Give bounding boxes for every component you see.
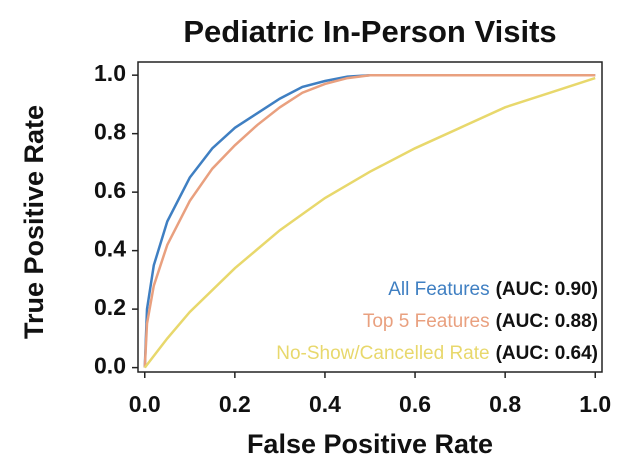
- x-tick-label: 0.8: [489, 391, 521, 417]
- x-tick-label: 0.4: [309, 391, 341, 417]
- roc-curve: [143, 73, 596, 368]
- x-tick-label: 0.2: [219, 391, 251, 417]
- legend-auc: (AUC: 0.88): [496, 311, 598, 332]
- chart-title: Pediatric In-Person Visits: [183, 14, 556, 49]
- x-axis-label: False Positive Rate: [247, 429, 493, 459]
- legend-name: Top 5 Features: [363, 311, 490, 332]
- legend-auc: (AUC: 0.64): [496, 343, 598, 364]
- y-tick-label: 0.0: [94, 353, 126, 379]
- y-axis-label: True Positive Rate: [19, 105, 49, 339]
- roc-curve: [143, 76, 596, 369]
- y-tick-label: 0.2: [94, 294, 126, 320]
- y-tick-label: 0.6: [94, 177, 126, 203]
- plot-frame: [137, 61, 603, 373]
- x-tick-label: 1.0: [579, 391, 611, 417]
- y-tick-label: 1.0: [94, 60, 126, 86]
- x-tick-label: 0.0: [129, 391, 161, 417]
- y-tick-label: 0.8: [94, 119, 126, 145]
- y-tick-label: 0.4: [94, 236, 126, 262]
- legend-auc: (AUC: 0.90): [496, 279, 598, 300]
- legend-entry: All Features (AUC: 0.90): [388, 279, 598, 300]
- x-tick-label: 0.6: [399, 391, 431, 417]
- legend-name: All Features: [388, 279, 489, 300]
- roc-curve: [143, 73, 596, 368]
- legend-entry: No-Show/Cancelled Rate (AUC: 0.64): [276, 343, 598, 364]
- legend-entry: Top 5 Features (AUC: 0.88): [363, 311, 598, 332]
- legend-name: No-Show/Cancelled Rate: [276, 343, 489, 364]
